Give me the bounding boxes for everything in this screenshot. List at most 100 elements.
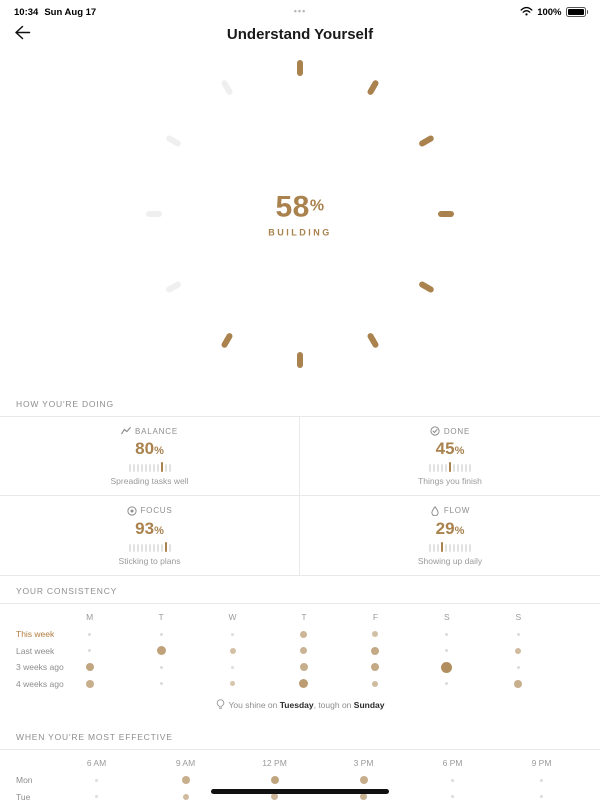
grid-cell <box>141 772 230 789</box>
gauge-tick <box>165 134 182 147</box>
activity-dot <box>451 779 454 782</box>
grid-cell <box>483 626 554 643</box>
activity-dot <box>360 793 367 800</box>
grid-cell <box>125 659 196 676</box>
metric-mini-scale <box>429 542 471 552</box>
scale-bar <box>449 544 451 552</box>
scale-bar <box>145 464 147 472</box>
activity-dot <box>540 795 543 798</box>
scale-bar <box>457 464 459 472</box>
grid-cell <box>340 643 411 660</box>
metric-label: FOCUS <box>141 506 173 515</box>
scale-bar <box>441 542 443 552</box>
scale-bar <box>437 464 439 472</box>
day-column-header: F <box>340 604 411 626</box>
scale-bar <box>165 542 167 552</box>
section-your-consistency: YOUR CONSISTENCY <box>0 581 600 604</box>
activity-dot <box>86 680 94 688</box>
grid-cell <box>268 659 339 676</box>
back-button[interactable] <box>14 24 36 44</box>
activity-dot <box>445 633 448 636</box>
activity-dot <box>517 633 520 636</box>
scale-bar <box>157 464 159 472</box>
time-column-header: 6 PM <box>408 750 497 772</box>
grid-cell <box>411 676 482 693</box>
activity-dot <box>300 663 308 671</box>
scale-bar <box>169 544 171 552</box>
scale-bar <box>457 544 459 552</box>
activity-dot <box>88 649 91 652</box>
scale-bar <box>433 464 435 472</box>
metric-mini-scale <box>129 542 171 552</box>
scale-bar <box>133 544 135 552</box>
home-indicator[interactable] <box>211 789 389 794</box>
scale-bar <box>137 464 139 472</box>
day-column-header: T <box>268 604 339 626</box>
grid-cell <box>52 772 141 789</box>
row-label: This week <box>0 626 54 643</box>
grid-cell <box>54 676 125 693</box>
grid-cell <box>483 659 554 676</box>
scale-bar <box>161 544 163 552</box>
row-label: Tue <box>0 789 52 805</box>
metric-value: 93% <box>135 519 164 539</box>
gauge-tick <box>366 79 379 96</box>
grid-cell <box>340 659 411 676</box>
grid-cell <box>497 772 586 789</box>
scale-bar <box>129 464 131 472</box>
gauge-center: 58% BUILDING <box>0 191 600 238</box>
grid-cell <box>197 626 268 643</box>
insight-text: You shine on Tuesday, tough on Sunday <box>229 700 385 710</box>
droplet-icon <box>430 506 440 516</box>
grid-cell <box>411 643 482 660</box>
activity-dot <box>230 681 235 686</box>
metric-label: DONE <box>444 427 470 436</box>
grid-corner <box>0 604 54 626</box>
scale-bar <box>145 544 147 552</box>
grid-cell <box>54 626 125 643</box>
gauge-tick <box>165 280 182 293</box>
gauge-percent: 58% <box>0 191 600 225</box>
scale-bar <box>433 544 435 552</box>
grid-cell <box>197 676 268 693</box>
grid-corner <box>0 750 52 772</box>
grid-cell <box>268 643 339 660</box>
trend-line-icon <box>121 426 131 436</box>
scale-bar <box>461 544 463 552</box>
progress-gauge: 58% BUILDING <box>0 48 600 394</box>
gauge-tick <box>366 332 379 349</box>
grid-cell <box>340 626 411 643</box>
gauge-state-label: BUILDING <box>0 228 600 238</box>
grid-cell <box>230 772 319 789</box>
grid-cell <box>411 659 482 676</box>
activity-dot <box>515 648 521 654</box>
gauge-tick <box>220 332 233 349</box>
scale-bar <box>165 464 167 472</box>
grid-cell <box>125 676 196 693</box>
scale-bar <box>141 544 143 552</box>
scale-bar <box>461 464 463 472</box>
battery-percent: 100% <box>537 7 561 18</box>
scale-bar <box>441 464 443 472</box>
activity-dot <box>514 680 522 688</box>
multitask-dots-icon: ••• <box>294 6 306 16</box>
activity-dot <box>160 633 163 636</box>
scale-bar <box>429 464 431 472</box>
activity-dot <box>230 648 236 654</box>
gauge-tick <box>297 60 303 76</box>
scale-bar <box>169 464 171 472</box>
activity-dot <box>517 666 520 669</box>
scale-bar <box>129 544 131 552</box>
scale-bar <box>149 544 151 552</box>
time-column-header: 9 AM <box>141 750 230 772</box>
scale-bar <box>437 544 439 552</box>
grid-cell <box>483 676 554 693</box>
battery-icon <box>566 7 589 17</box>
metric-header: DONE <box>430 426 470 436</box>
metric-caption: Things you finish <box>418 476 482 486</box>
activity-dot <box>360 776 368 784</box>
